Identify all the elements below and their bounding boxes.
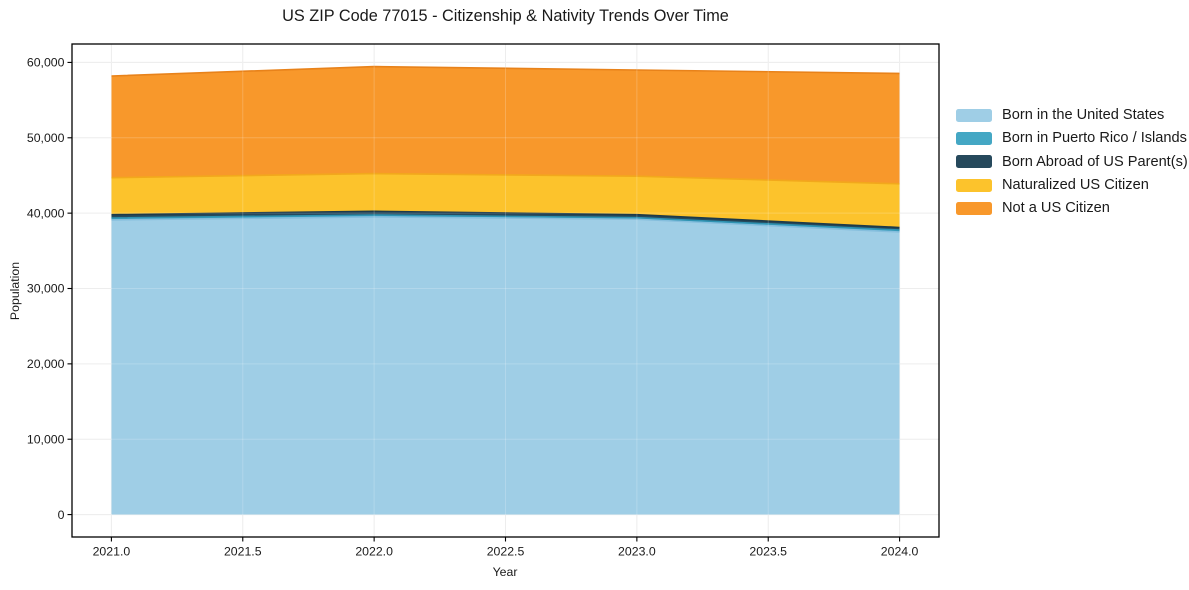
legend-swatch-born-puerto-rico: [956, 132, 992, 146]
x-axis-label: Year: [492, 565, 518, 579]
legend-label: Naturalized US Citizen: [1002, 176, 1149, 193]
gridline-overlay: [72, 44, 939, 537]
edge-born-in-puerto-rico-islands: [111, 214, 900, 231]
legend-label: Not a US Citizen: [1002, 200, 1110, 217]
legend-swatch-born-abroad: [956, 155, 992, 169]
edge-born-abroad-of-us-parent-s: [111, 210, 900, 229]
y-tick-label: 10,000: [27, 432, 65, 446]
area-born-in-the-united-states: [111, 216, 900, 515]
y-tick-label: 60,000: [27, 56, 65, 70]
area-naturalized-us-citizen: [111, 173, 900, 228]
y-axis-label: Population: [8, 261, 22, 321]
legend-item: Born Abroad of US Parent(s): [956, 150, 1188, 173]
legend-swatch-born-in-us: [956, 109, 992, 123]
areas: [111, 66, 900, 515]
x-tick-label: 2021.5: [224, 545, 262, 559]
legend-swatch-naturalized: [956, 178, 992, 192]
y-tick-label: 40,000: [27, 206, 65, 220]
legend-label: Born Abroad of US Parent(s): [1002, 153, 1188, 170]
x-tick-label: 2021.0: [93, 545, 131, 559]
legend-label: Born in Puerto Rico / Islands: [1002, 130, 1187, 147]
edge-not-a-us-citizen: [111, 65, 900, 77]
legend-item: Born in the United States: [956, 104, 1188, 127]
y-tick-label: 0: [58, 508, 65, 522]
chart-title: US ZIP Code 77015 - Citizenship & Nativi…: [282, 7, 729, 25]
x-tick-label: 2024.0: [881, 545, 919, 559]
x-tick-label: 2023.0: [618, 545, 656, 559]
x-tick-label: 2022.0: [355, 545, 393, 559]
y-tick-label: 20,000: [27, 357, 65, 371]
y-tick-label: 50,000: [27, 131, 65, 145]
x-tick-label: 2023.5: [749, 545, 787, 559]
x-tick-label: 2022.5: [487, 545, 525, 559]
legend: Born in the United States Born in Puerto…: [956, 104, 1188, 220]
edge-naturalized-us-citizen: [111, 172, 900, 185]
area-born-abroad-of-us-parent-s: [111, 211, 900, 231]
legend-swatch-not-citizen: [956, 201, 992, 215]
legend-item: Born in Puerto Rico / Islands: [956, 127, 1188, 150]
area-born-in-puerto-rico-islands: [111, 215, 900, 232]
legend-label: Born in the United States: [1002, 107, 1165, 124]
y-tick-label: 30,000: [27, 282, 65, 296]
ticks: 2021.0 2021.5 2022.0 2022.5 2023.0 2023.5 2024…: [27, 56, 919, 559]
edge-born-in-the-united-states: [111, 216, 900, 233]
area-edges: [111, 65, 900, 233]
area-not-a-us-citizen: [111, 66, 900, 184]
legend-item: Not a US Citizen: [956, 197, 1188, 220]
legend-item: Naturalized US Citizen: [956, 174, 1188, 197]
